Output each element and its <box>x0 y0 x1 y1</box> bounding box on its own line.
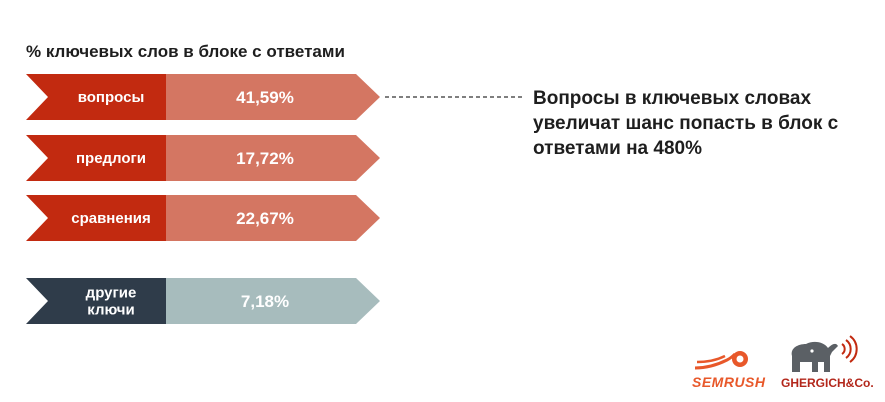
category-label: сравнения <box>71 210 151 227</box>
callout-text: Вопросы в ключевых словах увеличат шанс … <box>533 88 839 159</box>
value-bar <box>166 278 380 324</box>
category-label-box <box>26 278 166 324</box>
semrush-logo-text: SEMRUSH <box>692 374 766 390</box>
category-label-box <box>26 74 166 120</box>
chart-row: вопросы 41,59% <box>26 74 380 120</box>
value-label: 7,18% <box>241 292 289 311</box>
category-label-box <box>26 135 166 181</box>
category-label-box <box>26 195 166 241</box>
chart-row: предлоги 17,72% <box>26 135 380 181</box>
value-label: 17,72% <box>236 149 294 168</box>
category-label: ключи <box>87 302 134 319</box>
category-label: вопросы <box>78 89 145 106</box>
category-label: другие <box>86 285 137 302</box>
semrush-logo-icon <box>694 351 748 370</box>
chart-row: сравнения 22,67% <box>26 195 380 241</box>
value-bar <box>166 74 380 120</box>
value-bar <box>166 195 380 241</box>
elephant-logo-icon <box>791 335 858 372</box>
value-label: 22,67% <box>236 209 294 228</box>
chart-title: % ключевых слов в блоке с ответами <box>26 42 345 61</box>
category-label: предлоги <box>76 150 146 167</box>
value-label: 41,59% <box>236 88 294 107</box>
gergich-logo-text: GHERGICH&Co. <box>781 376 874 390</box>
value-bar <box>166 135 380 181</box>
